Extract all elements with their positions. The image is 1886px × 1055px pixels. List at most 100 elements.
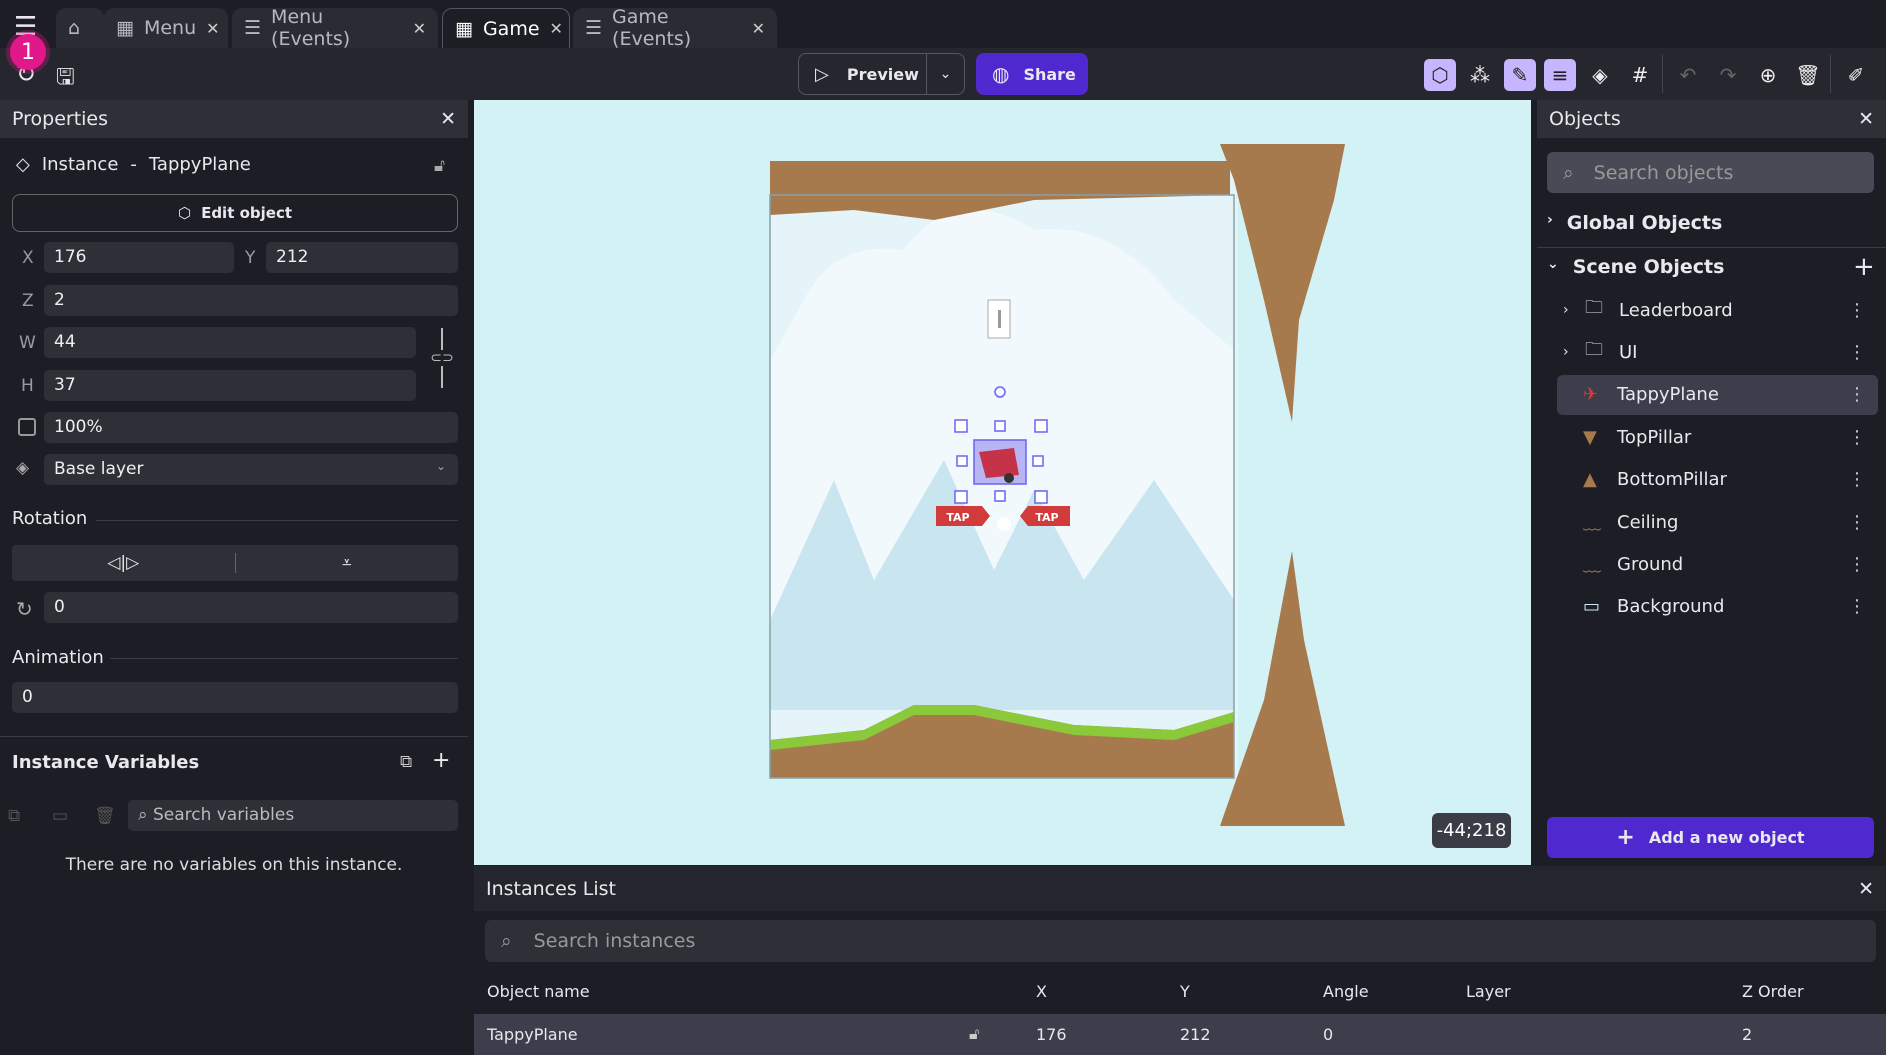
more-options-icon[interactable]: ⋮ (1848, 299, 1866, 321)
trash-icon[interactable]: 🗑 (1795, 63, 1821, 87)
tab-menu[interactable]: ▦ Menu ✕ (104, 8, 228, 48)
events-icon: ☰ (244, 17, 262, 39)
redo-icon[interactable]: ↷ (1719, 63, 1737, 87)
add-new-object-button[interactable]: + Add a new object (1547, 817, 1874, 858)
layer-select[interactable]: Base layer ⌄ (44, 454, 458, 485)
table-row[interactable]: TappyPlane 🔓︎ 176 212 0 2 (474, 1014, 1886, 1055)
properties-panel: Properties ✕ ◇ Instance - TappyPlane 🔓︎ ⬡ Edi… (0, 100, 468, 1055)
object-item-bottompillar[interactable]: ▲ BottomPillar ⋮ (1583, 469, 1866, 491)
add-object-icon[interactable]: + (1853, 252, 1875, 282)
tab-menu-events[interactable]: ☰ Menu (Events) ✕ (232, 6, 438, 50)
tap-left-sprite (936, 506, 990, 526)
more-options-icon[interactable]: ⋮ (1848, 384, 1866, 406)
column-header-layer[interactable]: Layer (1466, 982, 1511, 1001)
search-instances-input[interactable]: ⌕ Search instances (485, 920, 1876, 962)
lock-icon[interactable]: 🔓︎ (969, 1024, 980, 1043)
more-options-icon[interactable]: ⋮ (1848, 553, 1866, 575)
close-icon[interactable]: ✕ (751, 18, 765, 38)
object-3d-icon[interactable]: ⬡ (1424, 59, 1456, 91)
x-input[interactable]: 176 (44, 242, 234, 273)
chevron-down-icon[interactable]: ⌄ (926, 54, 964, 94)
grid-icon[interactable]: # (1631, 63, 1649, 87)
edit-notes-icon[interactable]: ✐ (1847, 63, 1865, 87)
chevron-right-icon: › (1547, 212, 1553, 228)
search-variables-input[interactable]: ⌕ Search variables (128, 800, 458, 831)
chevron-right-icon[interactable]: › (1563, 302, 1569, 318)
column-header-y[interactable]: Y (1180, 982, 1190, 1001)
link-ratio-icon[interactable]: ⊂⊃ (430, 328, 454, 400)
flip-vertical-icon[interactable]: ⩡ (341, 553, 352, 573)
scene-bounds (769, 194, 1235, 779)
global-objects-toggle[interactable]: › Global Objects (1547, 212, 1723, 234)
chevron-right-icon[interactable]: › (1563, 344, 1569, 361)
more-options-icon[interactable]: ⋮ (1848, 469, 1866, 491)
tab-home[interactable]: ⌂ (56, 8, 104, 48)
close-icon[interactable]: ✕ (412, 18, 426, 38)
close-icon[interactable]: ✕ (440, 108, 456, 130)
zoom-icon[interactable]: ⊕ (1759, 63, 1777, 87)
object-item-ui[interactable]: › 🗀 UI ⋮ (1557, 332, 1878, 372)
instances-header: Instances List ✕ (474, 866, 1886, 911)
search-icon: ⌕ (1563, 161, 1574, 184)
column-header-object-name[interactable]: Object name (487, 982, 590, 1001)
object-item-toppillar[interactable]: ▼ TopPillar ⋮ (1583, 426, 1866, 448)
object-item-background[interactable]: ▭ Background ⋮ (1583, 596, 1866, 618)
folder-icon: 🗀 (1585, 297, 1603, 318)
rotation-input[interactable]: 0 (44, 592, 458, 623)
preview-button[interactable]: ▷ Preview ⌄ (798, 53, 965, 95)
open-external-icon[interactable]: ⧉ (400, 752, 413, 772)
ceiling-thumbnail-icon: ﹏ (1583, 513, 1601, 534)
globe-icon: ◍ (992, 62, 1010, 86)
paste-icon[interactable]: ▭ (52, 806, 69, 826)
share-button[interactable]: ◍ Share (976, 53, 1088, 95)
save-icon[interactable]: 🖫 (56, 65, 75, 90)
flip-horizontal-icon[interactable]: ◁|▷ (107, 553, 140, 573)
search-objects-input[interactable]: ⌕ Search objects (1547, 152, 1874, 193)
tap-left-label: TAP (946, 511, 969, 524)
lock-icon[interactable]: 🔓︎ (434, 156, 446, 176)
object-item-tappyplane[interactable]: ✈ TappyPlane ⋮ (1557, 374, 1878, 415)
hand-icon (997, 517, 1011, 531)
column-header-x[interactable]: X (1036, 982, 1047, 1001)
height-input[interactable]: 37 (44, 370, 416, 401)
trash-icon[interactable]: 🗑 (94, 806, 116, 826)
column-header-z-order[interactable]: Z Order (1742, 982, 1804, 1001)
z-input[interactable]: 2 (44, 285, 458, 316)
close-icon[interactable]: ✕ (1858, 877, 1874, 900)
animation-input[interactable]: 0 (12, 682, 458, 713)
more-options-icon[interactable]: ⋮ (1848, 511, 1866, 533)
width-input[interactable]: 44 (44, 327, 416, 358)
y-input[interactable]: 212 (266, 242, 458, 273)
object-item-ceiling[interactable]: ﹏ Ceiling ⋮ (1557, 502, 1878, 542)
more-options-icon[interactable]: ⋮ (1848, 426, 1866, 448)
scene-view: TAP TAP (769, 144, 1345, 826)
rotate-icon: ↻ (16, 597, 33, 621)
scene-objects-toggle[interactable]: ⌄ Scene Objects (1547, 256, 1725, 278)
more-options-icon[interactable]: ⋮ (1848, 596, 1866, 618)
edit-icon[interactable]: ✎ (1504, 59, 1536, 91)
undo-icon[interactable]: ↶ (1679, 63, 1697, 87)
close-icon[interactable]: ✕ (206, 18, 220, 38)
object-item-ground[interactable]: ﹏ Ground ⋮ (1557, 544, 1878, 584)
opacity-input[interactable]: 100% (44, 412, 458, 443)
copy-icon[interactable]: ⧉ (8, 806, 21, 826)
folder-icon: 🗀 (1585, 339, 1603, 361)
tab-game-events[interactable]: ☰ Game (Events) ✕ (573, 6, 777, 50)
layers-icon[interactable]: ◈ (1592, 63, 1608, 87)
object-groups-icon[interactable]: ⁂ (1470, 63, 1490, 87)
column-header-angle[interactable]: Angle (1323, 982, 1369, 1001)
plus-icon: + (1616, 825, 1635, 850)
add-icon[interactable]: + (432, 748, 451, 773)
edit-object-button[interactable]: ⬡ Edit object (12, 194, 458, 232)
close-icon[interactable]: ✕ (549, 19, 563, 38)
flip-bar: ◁|▷ ⩡ (12, 545, 458, 581)
notification-badge[interactable]: 1 (10, 34, 46, 70)
tap-right-label: TAP (1035, 511, 1058, 524)
bottom-pillar-sprite (1220, 551, 1345, 826)
more-options-icon[interactable]: ⋮ (1848, 341, 1866, 363)
scene-canvas[interactable]: TAP TAP -44;218 (474, 100, 1531, 865)
tab-game[interactable]: ▦ Game ✕ (442, 8, 570, 48)
properties-list-icon[interactable]: ≡ (1544, 59, 1576, 91)
object-item-leaderboard[interactable]: › 🗀 Leaderboard ⋮ (1557, 290, 1878, 330)
close-icon[interactable]: ✕ (1858, 108, 1874, 130)
